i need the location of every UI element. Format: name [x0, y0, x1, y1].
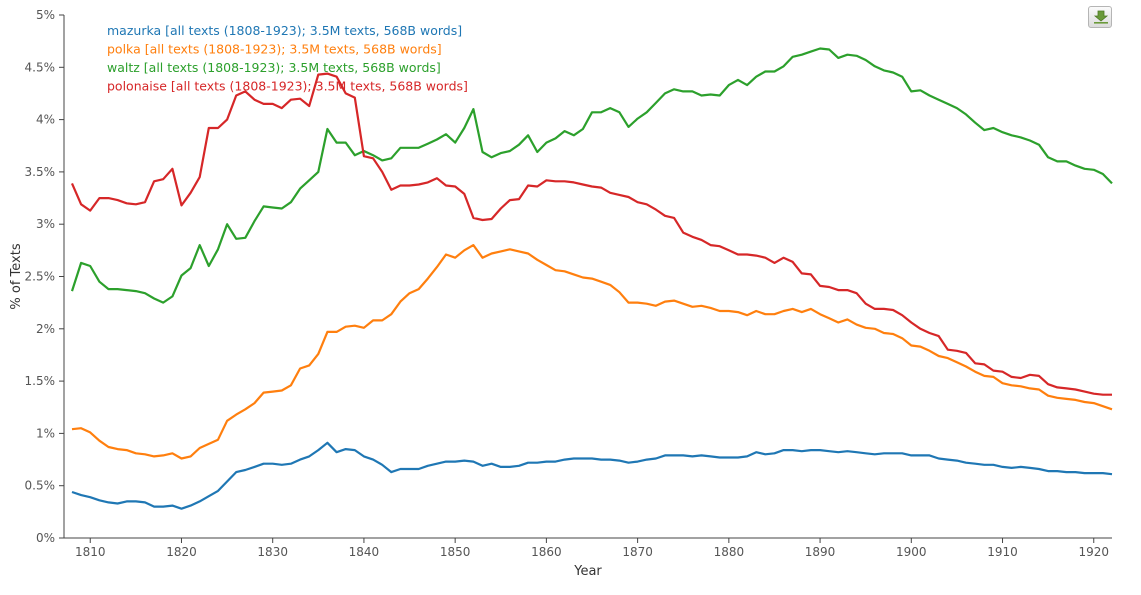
y-tick-label: 1%	[36, 426, 55, 440]
download-button[interactable]	[1088, 6, 1112, 28]
y-tick-label: 2%	[36, 322, 55, 336]
x-tick-label: 1830	[257, 545, 288, 559]
y-tick-label: 3%	[36, 217, 55, 231]
series-line-waltz[interactable]	[70, 47, 1113, 304]
y-tick-label: 2.5%	[25, 270, 56, 284]
legend-entry-polonaise[interactable]: polonaise [all texts (1808-1923); 3.5M t…	[107, 79, 468, 94]
x-axis-title: Year	[573, 564, 602, 579]
y-tick-label: 4%	[36, 113, 55, 127]
x-tick-label: 1870	[622, 545, 653, 559]
legend-entry-polka[interactable]: polka [all texts (1808-1923); 3.5M texts…	[107, 42, 442, 57]
download-icon	[1093, 10, 1109, 24]
x-tick-label: 1860	[531, 545, 562, 559]
x-tick-label: 1890	[805, 545, 836, 559]
chart-series-lines	[70, 47, 1113, 510]
y-tick-label: 1.5%	[25, 374, 56, 388]
x-tick-label: 1910	[987, 545, 1018, 559]
legend-entry-mazurka[interactable]: mazurka [all texts (1808-1923); 3.5M tex…	[107, 23, 462, 38]
series-line-mazurka[interactable]	[71, 441, 1113, 510]
y-tick-label: 3.5%	[25, 165, 56, 179]
x-tick-label: 1850	[440, 545, 471, 559]
chart-legend: mazurka [all texts (1808-1923); 3.5M tex…	[107, 23, 468, 94]
y-tick-label: 4.5%	[25, 60, 56, 74]
chart-axes: 0% 0.5% 1% 1.5% 2% 2.5% 3% 3.5% 4% 4.5% 5% 1810 1820…	[25, 8, 1112, 559]
x-tick-label: 1820	[166, 545, 197, 559]
series-line-polka[interactable]	[71, 244, 1113, 460]
x-tick-label: 1840	[349, 545, 380, 559]
x-tick-label: 1880	[714, 545, 745, 559]
legend-entry-waltz[interactable]: waltz [all texts (1808-1923); 3.5M texts…	[107, 60, 441, 75]
x-tick-label: 1900	[896, 545, 927, 559]
y-tick-label: 5%	[36, 8, 55, 22]
x-tick-label: 1920	[1078, 545, 1109, 559]
series-line-polonaise[interactable]	[70, 72, 1112, 396]
x-tick-label: 1810	[75, 545, 106, 559]
y-axis-title: % of Texts	[9, 243, 24, 309]
y-tick-label: 0.5%	[25, 479, 56, 493]
y-tick-label: 0%	[36, 531, 55, 545]
